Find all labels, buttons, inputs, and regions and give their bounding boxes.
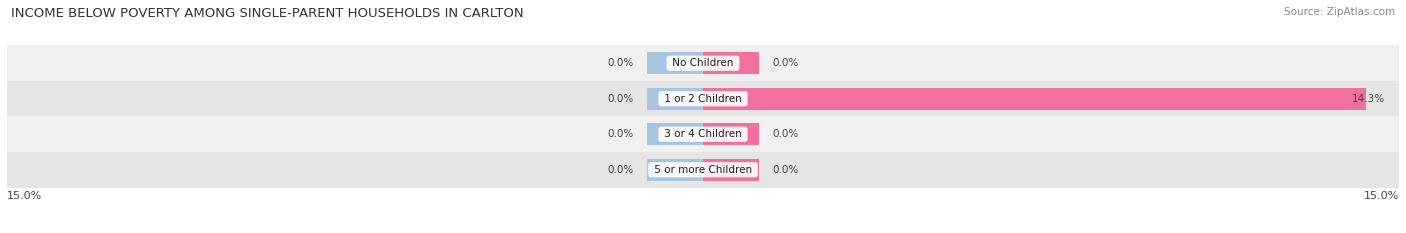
Text: 0.0%: 0.0% <box>773 58 799 68</box>
Text: 0.0%: 0.0% <box>607 165 633 175</box>
Bar <box>703 159 759 181</box>
Bar <box>647 123 703 145</box>
Text: Source: ZipAtlas.com: Source: ZipAtlas.com <box>1284 7 1395 17</box>
Bar <box>7 152 1399 188</box>
Bar <box>647 159 703 181</box>
Text: 0.0%: 0.0% <box>607 58 633 68</box>
Bar <box>703 52 759 74</box>
Bar <box>7 45 1399 81</box>
Text: 0.0%: 0.0% <box>773 129 799 139</box>
Text: 5 or more Children: 5 or more Children <box>651 165 755 175</box>
Text: INCOME BELOW POVERTY AMONG SINGLE-PARENT HOUSEHOLDS IN CARLTON: INCOME BELOW POVERTY AMONG SINGLE-PARENT… <box>11 7 524 20</box>
Text: 15.0%: 15.0% <box>7 191 42 201</box>
Bar <box>7 116 1399 152</box>
Text: 3 or 4 Children: 3 or 4 Children <box>661 129 745 139</box>
Bar <box>647 52 703 74</box>
Text: 0.0%: 0.0% <box>607 94 633 104</box>
Bar <box>647 88 703 110</box>
Bar <box>7 81 1399 116</box>
Text: 14.3%: 14.3% <box>1353 94 1385 104</box>
Text: 15.0%: 15.0% <box>1364 191 1399 201</box>
Bar <box>703 88 1367 110</box>
Text: 1 or 2 Children: 1 or 2 Children <box>661 94 745 104</box>
Text: 0.0%: 0.0% <box>773 165 799 175</box>
Text: No Children: No Children <box>669 58 737 68</box>
Text: 0.0%: 0.0% <box>607 129 633 139</box>
Bar <box>703 123 759 145</box>
